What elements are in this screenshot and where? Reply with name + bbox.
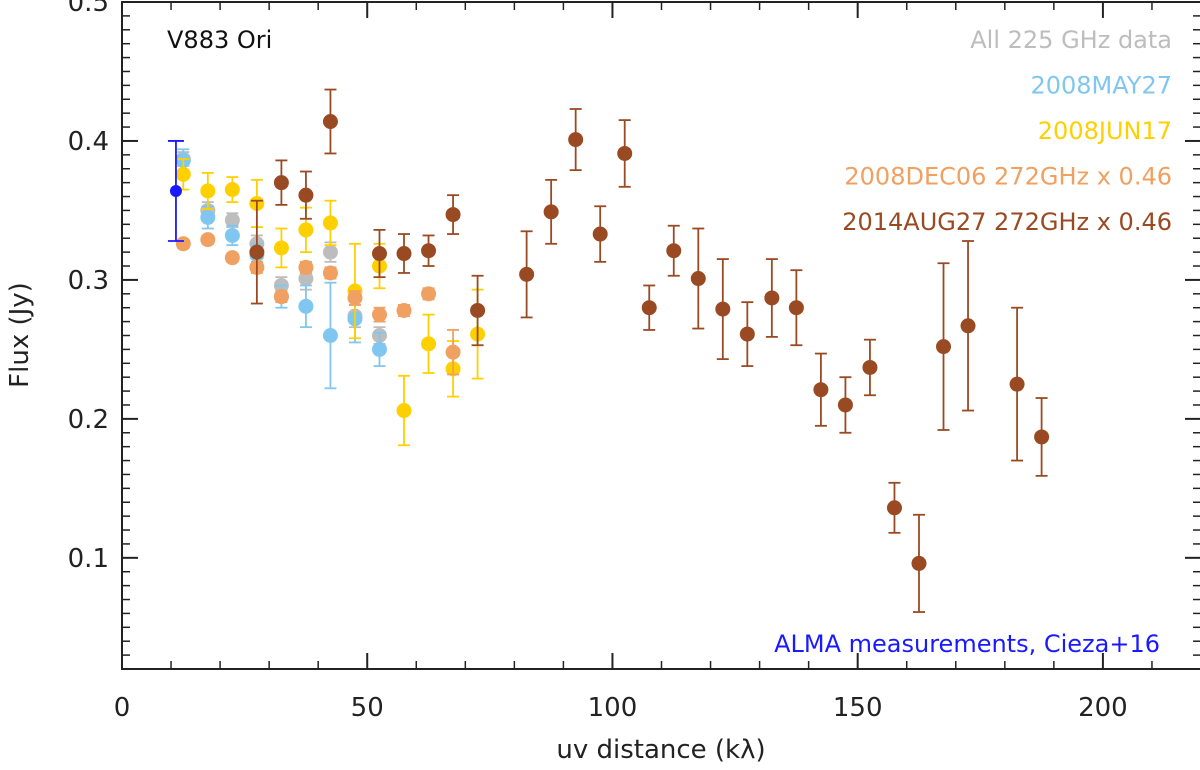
data-point — [200, 209, 216, 225]
data-point — [788, 300, 804, 316]
data-point — [421, 336, 437, 352]
x-tick-label: 200 — [1078, 693, 1128, 723]
axis-ticks — [121, 1, 1200, 669]
data-point — [936, 339, 952, 355]
data-point — [322, 114, 338, 130]
data-point — [543, 204, 559, 220]
data-point — [298, 222, 314, 238]
data-point — [690, 271, 706, 287]
data-point — [200, 232, 216, 248]
data-point — [298, 259, 314, 275]
data-point — [886, 500, 902, 516]
data-point — [273, 175, 289, 191]
data-point — [396, 246, 412, 262]
data-point — [592, 226, 608, 242]
data-point — [298, 187, 314, 203]
y-tick-label: 0.5 — [68, 0, 109, 18]
y-axis-label: Flux (Jy) — [5, 282, 35, 388]
data-point — [837, 397, 853, 413]
x-tick-label: 100 — [588, 693, 638, 723]
legend: All 225 GHz data 2008MAY27 2008JUN17 2008DE… — [842, 26, 1172, 236]
data-point — [813, 382, 829, 398]
data-point — [911, 555, 927, 571]
x-axis-label: uv distance (kλ) — [556, 735, 765, 765]
data-point — [641, 300, 657, 316]
data-point — [371, 341, 387, 357]
data-point — [960, 318, 976, 334]
series-5 — [167, 140, 184, 242]
data-point — [445, 207, 461, 223]
axis-tick-labels: 0 50 100 150 200 0.1 0.2 0.3 0.4 0.5 — [68, 0, 1128, 723]
data-point — [715, 301, 731, 317]
object-label: V883 Ori — [167, 26, 272, 54]
data-point — [298, 298, 314, 314]
x-tick-label: 150 — [833, 693, 883, 723]
data-point — [371, 246, 387, 262]
y-tick-label: 0.4 — [68, 127, 109, 157]
data-point — [421, 243, 437, 259]
data-point — [519, 266, 535, 282]
data-point — [322, 244, 338, 260]
x-tick-label: 50 — [351, 693, 384, 723]
data-point — [568, 132, 584, 148]
data-point — [175, 236, 191, 252]
data-point — [764, 290, 780, 306]
data-point — [224, 250, 240, 266]
data-point — [347, 290, 363, 306]
data-point — [617, 145, 633, 161]
data-point — [322, 265, 338, 281]
data-point — [322, 215, 338, 231]
data-point — [322, 328, 338, 343]
legend-entry: 2008JUN17 — [1038, 117, 1172, 145]
x-tick-label: 0 — [114, 693, 131, 723]
data-points — [167, 88, 1050, 613]
data-point — [862, 359, 878, 375]
data-point — [1034, 429, 1050, 445]
data-point — [200, 183, 216, 199]
data-point — [1009, 376, 1025, 392]
data-point — [396, 302, 412, 318]
data-point — [445, 344, 461, 360]
plot-frame — [121, 1, 1200, 670]
data-point — [175, 166, 191, 182]
data-point — [273, 240, 289, 256]
y-tick-label: 0.3 — [68, 266, 109, 296]
data-point — [224, 212, 240, 228]
data-point — [739, 326, 755, 342]
y-tick-label: 0.1 — [68, 544, 109, 574]
data-point — [666, 243, 682, 259]
legend-entry: 2008DEC06 272GHz x 0.46 — [844, 163, 1172, 191]
data-point — [421, 286, 437, 302]
legend-entry: All 225 GHz data — [970, 26, 1172, 54]
data-point — [273, 289, 289, 305]
data-point — [224, 227, 240, 243]
series-4 — [249, 88, 1050, 613]
data-point — [470, 302, 486, 318]
alma-annotation: ALMA measurements, Cieza+16 — [774, 630, 1160, 658]
data-point — [396, 403, 412, 419]
data-point — [224, 182, 240, 198]
legend-entry: 2014AUG27 272GHz x 0.46 — [842, 208, 1172, 236]
series-3 — [175, 232, 461, 376]
legend-entry: 2008MAY27 — [1030, 72, 1172, 100]
data-point — [249, 244, 265, 260]
data-point — [298, 271, 314, 287]
data-point — [371, 307, 387, 323]
y-tick-label: 0.2 — [68, 405, 109, 435]
data-point — [169, 184, 182, 197]
